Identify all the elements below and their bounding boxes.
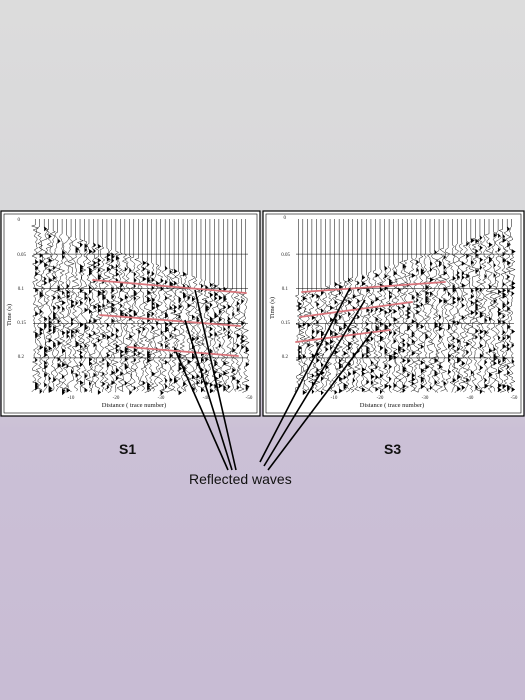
seismogram-panel-s3: 0 0.05 0.1 0.15 0.2 Time (s) -10 -20 -30… — [263, 211, 524, 416]
y-tick: 0.2 — [282, 355, 289, 360]
y-tick: 0.1 — [18, 287, 25, 292]
y-tick: 0.2 — [18, 355, 25, 360]
seismogram-panel-s1: 0 0.05 0.1 0.15 0.2 Time (s) -10 -20 -30… — [1, 211, 260, 416]
y-tick: 0.1 — [282, 287, 289, 292]
y-tick: 0.15 — [17, 321, 26, 326]
caption-reflected-waves: Reflected waves — [189, 471, 292, 487]
x-tick: -10 — [68, 396, 75, 401]
x-axis-label: Distance ( trace number) — [360, 402, 424, 409]
x-tick: -30 — [422, 396, 429, 401]
x-axis-label: Distance ( trace number) — [102, 402, 166, 409]
y-axis-label: Time (s) — [6, 304, 13, 326]
panel-label-s3: S3 — [384, 441, 401, 457]
panel-label-s1: S1 — [119, 441, 136, 457]
y-tick: 0.05 — [281, 253, 290, 258]
y-tick: 0.15 — [281, 321, 290, 326]
x-tick: -20 — [377, 396, 384, 401]
x-tick: -50 — [511, 396, 518, 401]
x-tick: -40 — [467, 396, 474, 401]
y-tick: 0.05 — [17, 253, 26, 258]
x-tick: -10 — [331, 396, 338, 401]
y-axis-label: Time (s) — [269, 297, 276, 319]
x-tick: -50 — [246, 396, 253, 401]
x-tick: -30 — [158, 396, 165, 401]
x-tick: -20 — [113, 396, 120, 401]
